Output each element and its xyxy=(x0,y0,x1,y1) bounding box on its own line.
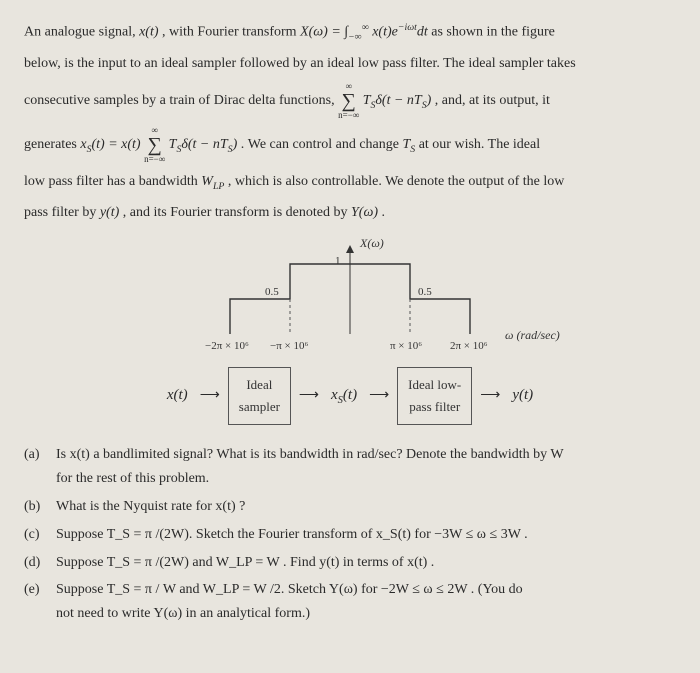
xl2: π × 10⁶ xyxy=(390,340,422,352)
intro-line-1: An analogue signal, x(t) , with Fourier … xyxy=(24,20,676,46)
t: , with Fourier transform xyxy=(162,25,300,40)
eq-Xw: X(ω) = ∫ xyxy=(300,25,348,40)
t: pass filter by xyxy=(24,205,100,220)
box2b: pass filter xyxy=(408,396,461,418)
t: (t) xyxy=(343,387,357,403)
integrand: x(t)e xyxy=(372,25,398,40)
t: An analogue signal, xyxy=(24,25,139,40)
term3: ) xyxy=(233,137,238,152)
dt: dt xyxy=(417,25,428,40)
qa1: Is x(t) a bandlimited signal? What is it… xyxy=(56,443,676,467)
intro-line-6: pass filter by y(t) , and its Fourier tr… xyxy=(24,201,676,225)
q-label: (c) xyxy=(24,523,56,547)
y-top: 1 xyxy=(335,255,341,267)
q-label: (d) xyxy=(24,551,56,575)
t: . xyxy=(382,205,386,220)
Y: Y(ω) xyxy=(351,205,378,220)
sampler-box: Ideal sampler xyxy=(228,367,291,425)
sumlo: n=−∞ xyxy=(338,111,359,120)
t: low pass filter has a bandwidth xyxy=(24,174,201,189)
sumlo: n=−∞ xyxy=(144,155,165,164)
W: W xyxy=(201,174,213,189)
intro-line-4: generates xS(t) = x(t) ∞ ∑ n=−∞ TSδ(t − … xyxy=(24,126,676,164)
limlo: −∞ xyxy=(348,31,362,42)
flow-input: x(t) xyxy=(163,383,192,409)
intro-line-5: low pass filter has a bandwidth WLP , wh… xyxy=(24,170,676,195)
y: y(t) xyxy=(100,205,119,220)
LP: LP xyxy=(213,181,224,192)
xl0: −2π × 10⁶ xyxy=(205,340,249,352)
qb: What is the Nyquist rate for x(t) ? xyxy=(56,495,676,519)
term2: δ(t − nT xyxy=(181,137,227,152)
spectrum-svg: X(ω) 1 0.5 0.5 −2π × 10⁶ −π × 10⁶ π × 10… xyxy=(150,239,550,359)
flow-output: y(t) xyxy=(508,383,537,409)
qe1: Suppose T_S = π / W and W_LP = W /2. Ske… xyxy=(56,578,676,602)
q-label: (e) xyxy=(24,578,56,626)
exp: −iωt xyxy=(398,22,417,33)
box1a: Ideal xyxy=(239,374,280,396)
spectrum-chart: X(ω) 1 0.5 0.5 −2π × 10⁶ −π × 10⁶ π × 10… xyxy=(150,239,550,359)
term3: ) xyxy=(427,93,432,108)
q-label: (a) xyxy=(24,443,56,491)
block-diagram: x(t) ⟶ Ideal sampler ⟶ xS(t) ⟶ Ideal low… xyxy=(24,367,676,425)
chart-title: X(ω) xyxy=(359,236,384,250)
qe2: not need to write Y(ω) in an analytical … xyxy=(56,602,676,626)
sig-xt: x(t) xyxy=(139,25,158,40)
t: , and, at its output, it xyxy=(435,93,550,108)
t: at our wish. The ideal xyxy=(419,137,540,152)
t: as shown in the figure xyxy=(431,25,555,40)
limhi: ∞ xyxy=(362,22,369,33)
lpf-box: Ideal low- pass filter xyxy=(397,367,472,425)
qd: Suppose T_S = π /(2W) and W_LP = W . Fin… xyxy=(56,551,676,575)
flow-mid: xS(t) xyxy=(327,383,361,410)
term: T xyxy=(363,93,371,108)
sum-symbol: ∑ xyxy=(338,91,359,111)
arrow-icon: ⟶ xyxy=(367,384,391,408)
term2: δ(t − nT xyxy=(375,93,421,108)
S: S xyxy=(410,144,415,155)
arrow-icon: ⟶ xyxy=(198,384,222,408)
y-mid-right: 0.5 xyxy=(418,286,432,298)
question-e: (e) Suppose T_S = π / W and W_LP = W /2.… xyxy=(24,578,676,626)
t: , which is also controllable. We denote … xyxy=(228,174,565,189)
qa2: for the rest of this problem. xyxy=(56,467,676,491)
x-axis-label: ω (rad/sec) xyxy=(505,328,560,342)
t: . We can control and change xyxy=(241,137,403,152)
t: consecutive samples by a train of Dirac … xyxy=(24,93,338,108)
x: x xyxy=(331,387,338,403)
box1b: sampler xyxy=(239,396,280,418)
intro-line-2: below, is the input to an ideal sampler … xyxy=(24,52,676,76)
t: , and its Fourier transform is denoted b… xyxy=(123,205,351,220)
question-a: (a) Is x(t) a bandlimited signal? What i… xyxy=(24,443,676,491)
qc: Suppose T_S = π /(2W). Sketch the Fourie… xyxy=(56,523,676,547)
box2a: Ideal low- xyxy=(408,374,461,396)
xl3: 2π × 10⁶ xyxy=(450,340,488,352)
sum-symbol: ∑ xyxy=(144,135,165,155)
arrow-icon: ⟶ xyxy=(297,384,321,408)
y-mid-left: 0.5 xyxy=(265,286,279,298)
intro-line-3: consecutive samples by a train of Dirac … xyxy=(24,82,676,120)
question-d: (d) Suppose T_S = π /(2W) and W_LP = W .… xyxy=(24,551,676,575)
q-label: (b) xyxy=(24,495,56,519)
question-c: (c) Suppose T_S = π /(2W). Sketch the Fo… xyxy=(24,523,676,547)
eq: (t) = x(t) xyxy=(91,137,144,152)
xl1: −π × 10⁶ xyxy=(270,340,308,352)
arrow-icon: ⟶ xyxy=(478,384,502,408)
question-b: (b) What is the Nyquist rate for x(t) ? xyxy=(24,495,676,519)
t: generates xyxy=(24,137,80,152)
